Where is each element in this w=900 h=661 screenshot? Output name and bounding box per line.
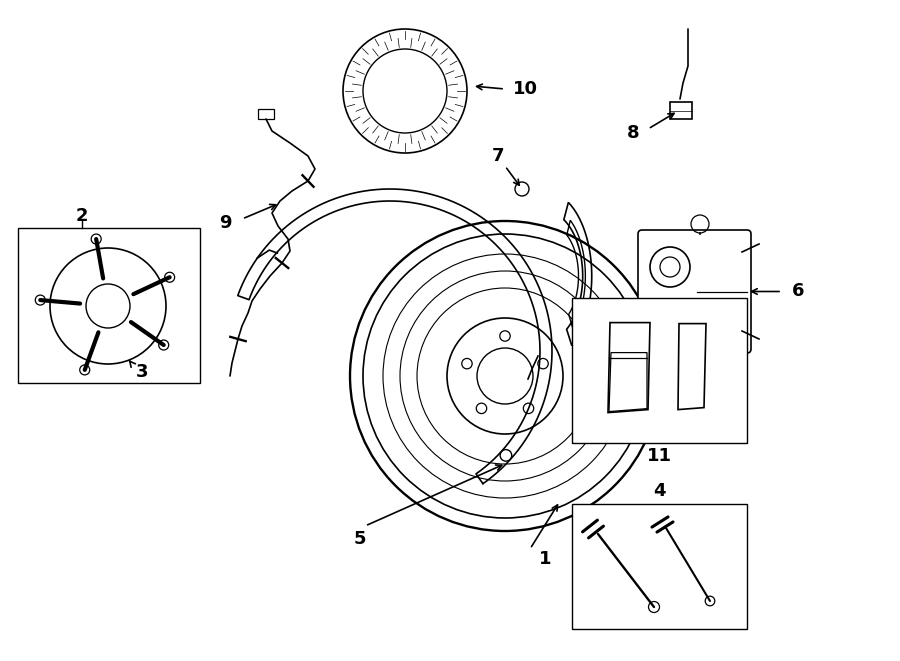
Text: 6: 6 (792, 282, 805, 301)
Text: 7: 7 (491, 147, 504, 165)
Text: 9: 9 (219, 214, 231, 232)
Circle shape (80, 365, 90, 375)
Text: 8: 8 (626, 124, 639, 142)
Text: 5: 5 (354, 530, 366, 548)
Circle shape (91, 234, 101, 244)
Bar (572, 504, 747, 629)
FancyBboxPatch shape (638, 230, 751, 353)
Circle shape (165, 272, 175, 282)
Circle shape (158, 340, 168, 350)
Text: 11: 11 (647, 447, 672, 465)
Text: 10: 10 (512, 80, 537, 98)
Bar (572, 298, 747, 443)
Text: 1: 1 (539, 550, 551, 568)
Text: 4: 4 (653, 482, 666, 500)
Bar (18, 228, 200, 383)
Text: 3: 3 (136, 363, 149, 381)
Bar (670, 102, 692, 119)
Circle shape (35, 295, 45, 305)
Bar (258, 109, 274, 119)
Text: 2: 2 (76, 207, 88, 225)
